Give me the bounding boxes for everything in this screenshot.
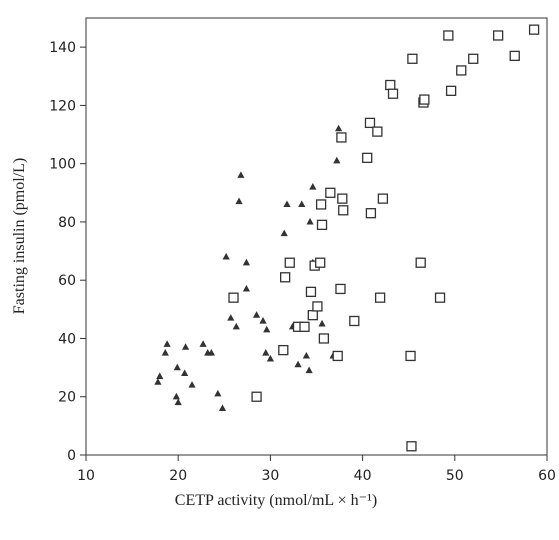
triangle-point xyxy=(156,372,164,379)
triangle-point xyxy=(154,378,162,385)
square-point xyxy=(315,199,327,210)
data-points xyxy=(154,24,540,452)
square-point xyxy=(419,94,430,105)
square-point xyxy=(387,88,399,99)
y-tick-label: 120 xyxy=(49,98,76,114)
y-tick-label: 20 xyxy=(58,390,76,406)
y-tick-label: 60 xyxy=(58,273,76,289)
square-point xyxy=(335,283,346,295)
triangle-point xyxy=(181,369,189,377)
square-point xyxy=(336,132,347,143)
triangle-point xyxy=(242,284,251,292)
square-point xyxy=(374,292,386,303)
square-point xyxy=(415,257,426,268)
y-axis: 0 20 40 60 80 100 120 140 xyxy=(49,40,86,464)
triangle-point xyxy=(306,217,314,225)
triangle-point xyxy=(242,258,251,266)
square-point xyxy=(456,65,467,76)
square-point xyxy=(445,85,457,96)
plot-area-frame xyxy=(85,17,548,456)
triangle-point xyxy=(266,354,274,362)
square-point xyxy=(509,50,520,62)
triangle-point xyxy=(335,124,343,132)
triangle-point xyxy=(294,360,302,368)
square-point xyxy=(312,301,323,312)
x-tick-label: 10 xyxy=(77,468,95,484)
x-tick-label: 50 xyxy=(446,468,464,484)
triangle-point xyxy=(227,314,235,321)
square-point xyxy=(406,441,417,452)
triangle-point xyxy=(252,311,261,318)
square-point xyxy=(228,292,239,303)
square-point xyxy=(434,292,446,303)
y-tick-label: 80 xyxy=(58,215,76,231)
triangle-point xyxy=(199,340,207,347)
square-point xyxy=(305,286,317,298)
triangle-point xyxy=(172,392,180,400)
triangle-point xyxy=(259,316,267,324)
x-tick-label: 40 xyxy=(354,468,372,484)
square-point xyxy=(365,208,377,219)
triangle-point xyxy=(214,389,222,397)
square-point xyxy=(362,152,373,163)
triangle-point xyxy=(298,200,306,208)
square-point xyxy=(337,193,348,204)
triangle-point xyxy=(207,349,215,356)
square-point xyxy=(528,24,540,35)
square-point xyxy=(307,310,318,321)
triangle-point xyxy=(174,398,182,406)
square-point xyxy=(316,219,328,230)
x-tick-label: 20 xyxy=(169,468,187,484)
square-point xyxy=(338,205,349,216)
triangle-point xyxy=(237,171,245,178)
triangle-point xyxy=(235,197,243,205)
square-point xyxy=(318,333,330,344)
triangle-point xyxy=(283,200,291,208)
square-point xyxy=(349,315,360,327)
y-tick-label: 0 xyxy=(67,448,76,464)
square-point xyxy=(468,53,479,64)
square-point xyxy=(278,344,289,356)
square-point xyxy=(284,257,295,268)
triangle-point xyxy=(302,351,310,359)
triangle-point xyxy=(318,319,326,327)
triangle-point xyxy=(333,156,341,164)
triangle-point xyxy=(181,343,190,350)
square-point xyxy=(407,53,418,64)
triangle-point xyxy=(262,349,270,356)
x-axis: 10 20 30 40 50 60 xyxy=(77,455,556,484)
x-axis-label: CETP activity (nmol/mL × h⁻¹) xyxy=(175,492,377,509)
square-point xyxy=(364,117,376,129)
y-axis-label: Fasting insulin (pmol/L) xyxy=(11,158,28,314)
square-point xyxy=(405,350,416,362)
triangle-point xyxy=(305,366,313,374)
x-tick-label: 30 xyxy=(261,468,279,484)
triangle-point xyxy=(263,325,271,333)
square-point xyxy=(299,321,310,332)
square-point xyxy=(377,193,389,204)
triangle-point xyxy=(163,340,171,347)
square-point xyxy=(325,187,336,198)
square-point xyxy=(332,350,343,362)
triangle-point xyxy=(218,404,227,411)
triangle-point xyxy=(309,182,317,190)
y-tick-label: 40 xyxy=(58,331,76,347)
square-point xyxy=(443,30,454,41)
y-tick-label: 100 xyxy=(49,157,76,173)
square-point xyxy=(385,79,396,91)
square-point xyxy=(280,272,291,283)
y-tick-label: 140 xyxy=(49,40,76,56)
triangle-point xyxy=(232,322,240,330)
square-point xyxy=(251,391,262,402)
square-point xyxy=(315,257,326,268)
x-tick-label: 60 xyxy=(538,468,556,484)
triangle-point xyxy=(188,381,196,388)
square-point xyxy=(372,126,383,137)
square-point xyxy=(492,30,504,41)
triangle-point xyxy=(173,363,181,371)
triangle-point xyxy=(161,349,169,356)
triangle-point xyxy=(222,252,230,260)
triangle-point xyxy=(280,229,288,237)
